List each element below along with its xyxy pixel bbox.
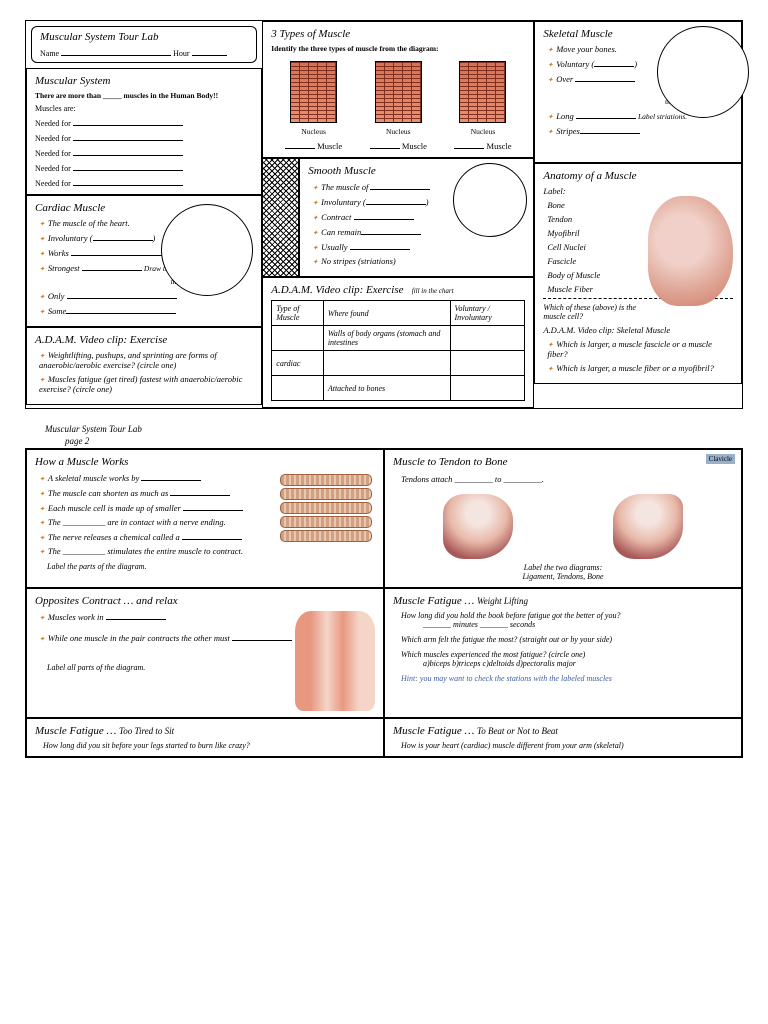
muscles-are: Muscles are:: [35, 104, 253, 113]
worksheet-page-2: How a Muscle Works ✦A skeletal muscle wo…: [25, 448, 743, 758]
types-box: 3 Types of Muscle Identify the three typ…: [262, 21, 534, 158]
col-mid: 3 Types of Muscle Identify the three typ…: [262, 21, 534, 408]
adam-exercise-box-1: A.D.A.M. Video clip: Exercise ✦Weightlif…: [26, 327, 262, 405]
muscle-pair-image: [295, 611, 375, 711]
anatomy-label: Label:: [543, 186, 733, 196]
types-title: 3 Types of Muscle: [271, 28, 525, 40]
adam3-title: A.D.A.M. Video clip: Skeletal Muscle: [543, 325, 733, 335]
fatigue-sit-box: Muscle Fatigue … Too Tired to Sit How lo…: [26, 718, 384, 757]
cardiac-box: Cardiac Muscle ✦The muscle of the heart.…: [26, 195, 262, 327]
muscle-tile-1: [290, 61, 337, 123]
muscular-system-box: Muscular System There are more than ____…: [26, 68, 262, 195]
opposites-title: Opposites Contract … and relax: [35, 595, 375, 607]
opposites-box: Opposites Contract … and relax ✦Muscles …: [26, 588, 384, 718]
page2-title: Muscular System Tour Lab: [45, 424, 743, 434]
col-left: Muscular System Tour Lab Name Hour Muscu…: [26, 21, 262, 408]
fatigue-weightlifting-box: Muscle Fatigue … Weight Lifting How long…: [384, 588, 742, 718]
tendon-box: Muscle to Tendon to Bone Tendons attach …: [384, 449, 742, 588]
muscle-anatomy-image: [648, 196, 733, 306]
smooth-circle: [453, 163, 527, 237]
muscular-system-title: Muscular System: [35, 75, 253, 87]
how-muscle-works-box: How a Muscle Works ✦A skeletal muscle wo…: [26, 449, 384, 588]
how-title: How a Muscle Works: [35, 456, 375, 468]
col-right: Skeletal Muscle ✦Move your bones. ✦Volun…: [534, 21, 742, 408]
fiber-diagram: [280, 472, 375, 544]
anatomy-title: Anatomy of a Muscle: [543, 170, 733, 182]
tendon-title: Muscle to Tendon to Bone: [393, 456, 733, 468]
muscular-intro: There are more than _____ muscles in the…: [35, 91, 253, 100]
worksheet-page-1: Muscular System Tour Lab Name Hour Muscu…: [25, 20, 743, 409]
muscle-tile-2: [375, 61, 422, 123]
hour-label: Hour: [173, 49, 189, 58]
clavicle-label: Clavicle: [706, 454, 735, 464]
shoulder-image: [613, 494, 683, 559]
adam-exercise-box-2: A.D.A.M. Video clip: Exercise fill in th…: [262, 277, 534, 408]
fatigue-beat-box: Muscle Fatigue … To Beat or Not to Beat …: [384, 718, 742, 757]
anatomy-box: Anatomy of a Muscle Label: Bone Tendon M…: [534, 163, 742, 384]
skeletal-box: Skeletal Muscle ✦Move your bones. ✦Volun…: [534, 21, 742, 163]
types-instr: Identify the three types of muscle from …: [271, 44, 525, 53]
exercise-chart: Type of MuscleWhere foundVoluntary / Inv…: [271, 300, 525, 401]
hatch-decoration: [262, 158, 299, 277]
cardiac-circle: [161, 204, 253, 296]
page2-sub: page 2: [65, 436, 743, 446]
title-box: Muscular System Tour Lab Name Hour: [31, 26, 257, 63]
muscle-tile-3: [459, 61, 506, 123]
ankle-image: [443, 494, 513, 559]
skeletal-circle: [657, 26, 749, 118]
main-title: Muscular System Tour Lab: [40, 31, 248, 43]
name-label: Name: [40, 49, 59, 58]
smooth-box: Smooth Muscle ✦The muscle of ✦Involuntar…: [299, 158, 534, 277]
adam1-title: A.D.A.M. Video clip: Exercise: [35, 334, 253, 346]
